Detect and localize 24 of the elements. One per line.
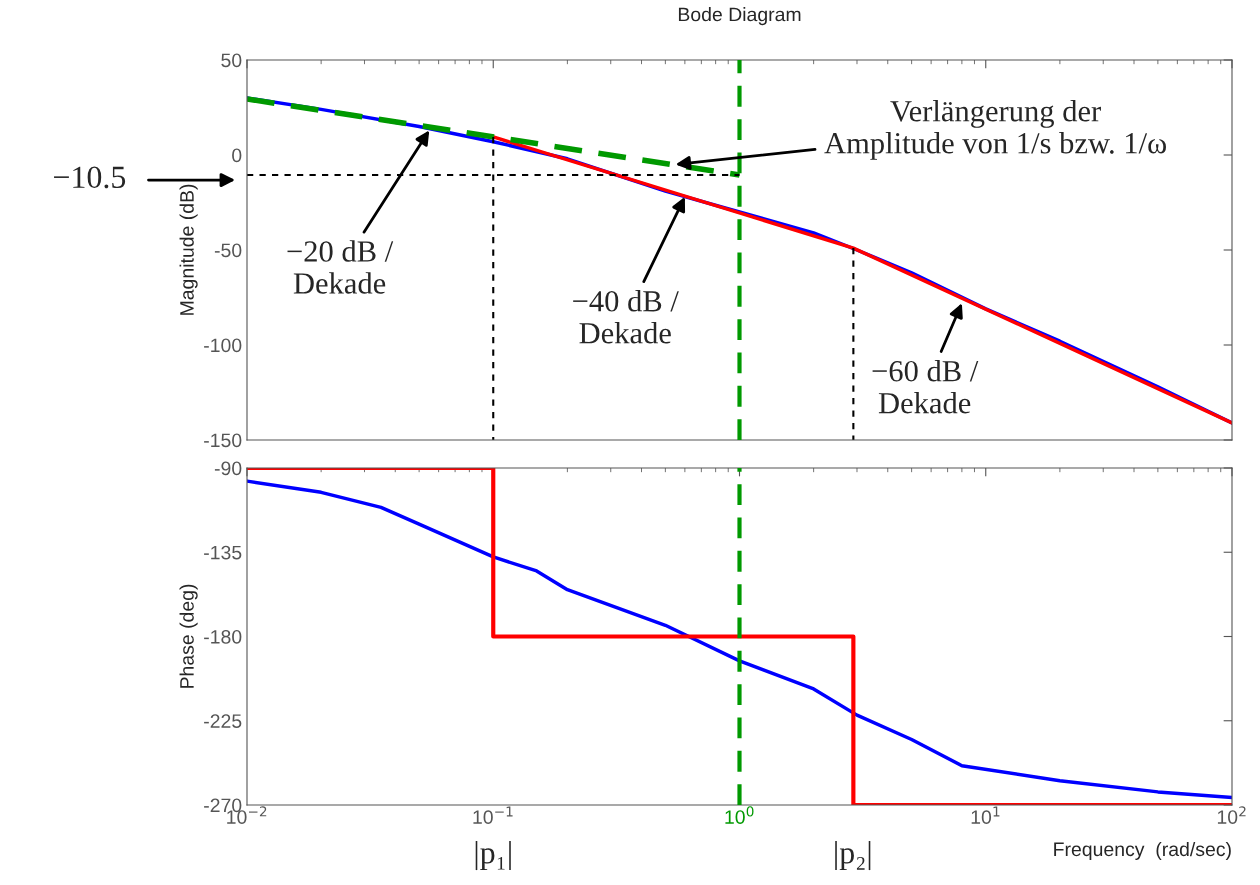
text: |p₁| xyxy=(475,841,511,871)
y-tick-label: -100 xyxy=(204,338,242,353)
y-tick-label: -180 xyxy=(204,629,242,644)
annotation: −20 dB / Dekade xyxy=(287,240,394,294)
y-tick-label: 0 xyxy=(232,148,242,163)
x-tick-label: 10$^{2}$ xyxy=(1217,806,1246,824)
x-axis-title: Frequency (rad/sec) xyxy=(1054,841,1231,860)
annotation: Verlängerung der Amplitude von 1/s bzw. 1/ω xyxy=(824,100,1166,160)
x-tick-label: 10$^{1}$ xyxy=(971,806,1000,825)
chart-title: Bode Diagram xyxy=(678,7,801,26)
y-tick-label: -135 xyxy=(204,545,242,560)
y-tick-label: -225 xyxy=(204,714,242,728)
annotation: −40 dB / Dekade xyxy=(573,290,679,344)
text: −10.5 xyxy=(54,166,126,189)
text: |p₂| xyxy=(835,841,871,871)
y-axis-title: Phase (deg) xyxy=(179,584,198,688)
y-tick-label: 50 xyxy=(221,53,242,68)
annotation: −60 dB / Dekade xyxy=(872,360,979,414)
x-tick-label: 10$^{0}$ xyxy=(725,806,754,824)
y-tick-label: -50 xyxy=(214,243,242,258)
y-tick-label: -150 xyxy=(204,433,242,448)
y-axis-title: Magnitude (dB) xyxy=(179,184,198,315)
x-tick-label: 10$^{−1}$ xyxy=(473,806,513,825)
y-tick-label: -90 xyxy=(214,461,242,476)
